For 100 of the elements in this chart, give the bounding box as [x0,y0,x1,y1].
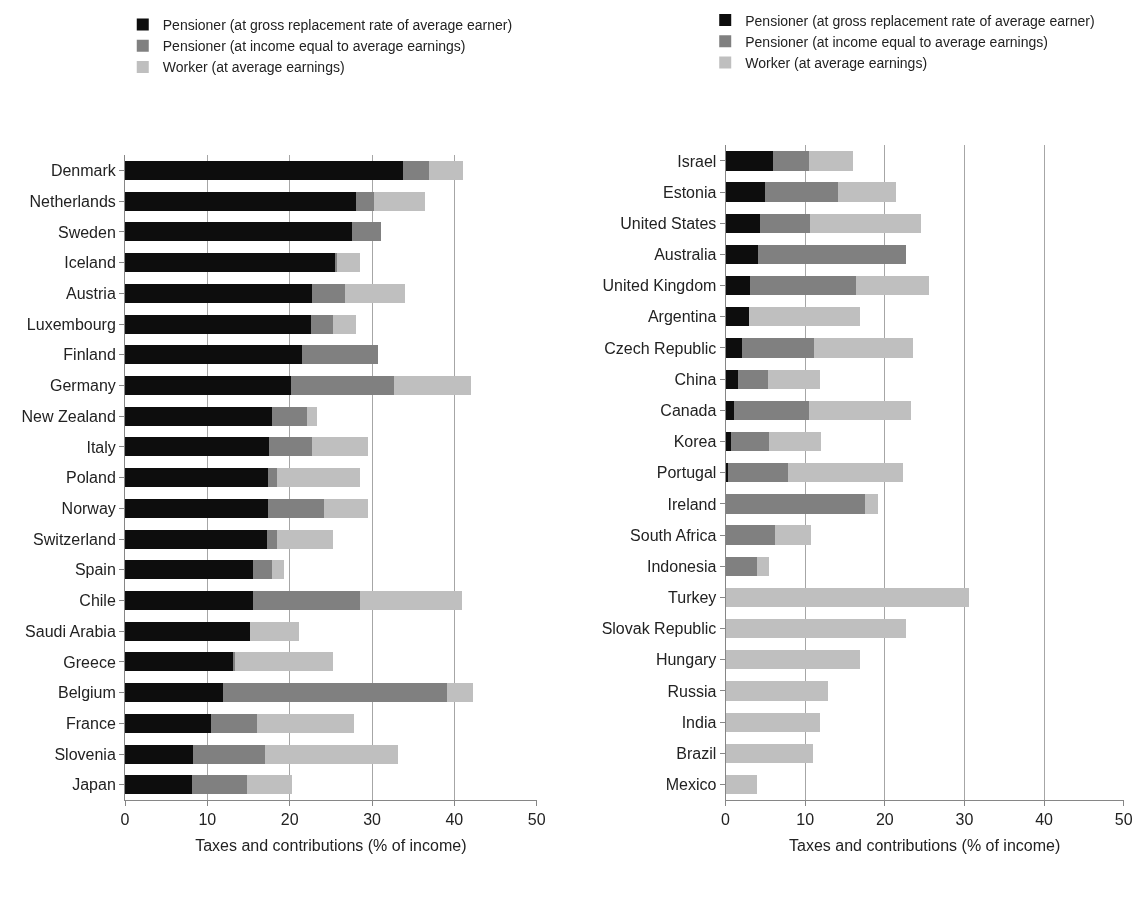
bar [787,463,904,483]
bar [253,560,273,580]
bar [394,376,471,396]
bar [268,498,325,518]
y-tick-label: Switzerland [33,530,116,548]
y-tick-label: Chile [79,592,116,610]
bar [125,222,353,242]
y-tick-label: Belgium [58,684,116,702]
y-tick-label: India [681,713,717,731]
bar [193,744,265,764]
bar [125,437,270,457]
legend-label: Pensioner (at gross replacement rate of average earner) [745,12,1095,29]
legend-label: Worker (at average earnings) [162,59,345,76]
y-tick-label: China [674,370,717,388]
y-tick-label: Czech Republic [604,339,717,357]
bar [772,151,810,171]
bar [767,369,820,389]
y-tick-label: Brazil [676,744,717,762]
bar [125,468,269,488]
legend-label: Pensioner (at income equal to average earnings) [745,33,1048,50]
y-tick-label: Portugal [656,464,717,482]
y-tick-label: Austria [66,284,116,302]
bar [250,621,299,641]
y-tick-label: Italy [86,438,116,456]
y-tick-label: Turkey [668,589,717,607]
bar [125,253,335,273]
legend-label: Worker (at average earnings) [745,54,928,71]
x-tick-label: 50 [1114,811,1133,829]
bar [252,590,361,611]
bar [125,590,253,611]
bar [125,406,273,426]
bar [125,652,234,672]
bar [725,151,773,171]
bar [768,431,822,452]
y-tick-label: Poland [65,469,116,487]
y-tick-label: Sweden [57,223,116,241]
bar [428,161,464,181]
bar [774,525,811,545]
y-tick-label: United States [620,214,717,232]
y-tick-label: Slovak Republic [601,620,717,638]
y-tick-label: Finland [63,346,116,364]
bar [837,182,896,202]
bar [725,712,820,732]
bar [125,345,303,365]
x-tick-label: 10 [796,811,815,829]
bar [311,283,345,303]
x-axis-title: Taxes and contributions (% of income) [789,837,1061,855]
bar [374,191,425,211]
bar [266,529,278,549]
bar [727,463,788,483]
x-tick-label: 10 [198,811,217,829]
bar [725,369,739,389]
bar [759,213,810,233]
bar [246,775,293,795]
y-tick-label: Saudi Arabia [25,622,116,640]
y-tick-label: Korea [673,433,717,451]
y-tick-label: Australia [654,246,717,264]
y-tick-label: Mexico [665,776,717,794]
x-tick-label: 40 [1035,811,1054,829]
bar [725,307,749,327]
y-tick-label: South Africa [630,526,717,544]
y-tick-label: Netherlands [29,192,116,210]
y-tick-label: Norway [61,499,116,517]
bar [125,498,269,518]
y-tick-label: Iceland [64,254,116,272]
bar [277,529,333,549]
y-tick-label: United Kingdom [602,277,717,295]
bar [734,400,810,421]
bar [125,314,312,334]
bar [256,713,354,733]
bar [738,369,768,389]
x-tick-label: 50 [527,811,546,829]
y-tick-label: Israel [677,152,717,170]
legend-label: Pensioner (at gross replacement rate of average earner) [162,17,513,34]
x-tick-label: 40 [445,811,464,829]
bar [291,376,395,396]
y-tick-label: New Zealand [21,407,116,425]
y-tick-label: Hungary [655,651,717,669]
bar [223,683,447,703]
y-tick-label: Argentina [647,308,717,326]
x-tick-label: 20 [280,811,299,829]
y-tick-label: Indonesia [646,557,717,575]
bar [125,560,254,580]
bar [264,744,399,764]
x-tick-label: 0 [721,811,731,829]
bar [748,307,861,327]
x-tick-label: 20 [875,811,894,829]
x-tick-label: 0 [120,811,130,829]
bar [758,244,906,265]
bar [125,744,194,764]
bar [725,681,829,701]
bar [235,652,333,672]
bar [125,775,192,795]
bar [344,283,405,303]
y-tick-label: Germany [50,377,116,395]
y-tick-label: Russia [667,682,717,700]
bar [272,560,284,580]
bar [764,182,838,202]
bar [725,774,758,795]
bar [360,590,462,611]
